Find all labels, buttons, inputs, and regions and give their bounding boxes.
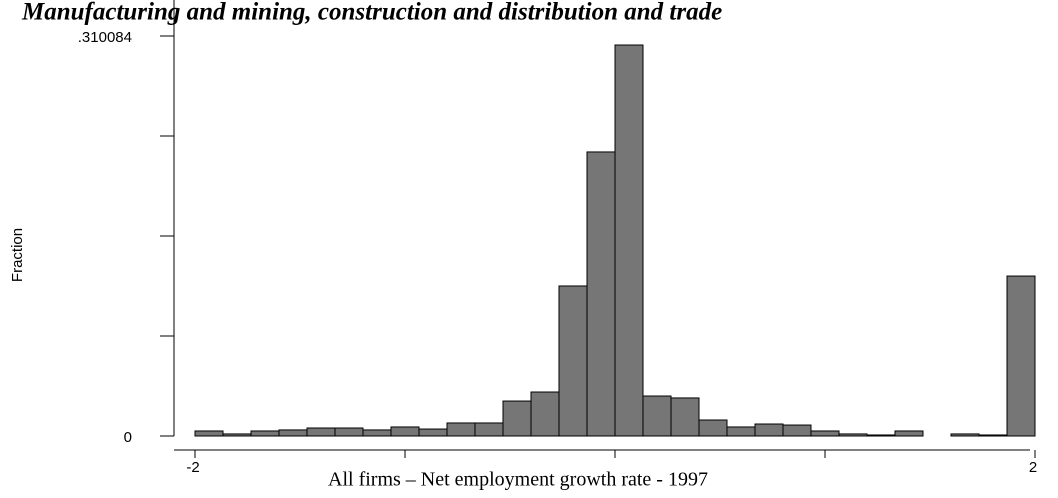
chart-title: Manufacturing and mining, construction a… (21, 0, 722, 26)
bar (894, 430, 924, 437)
bar (250, 430, 280, 437)
bar (754, 423, 784, 437)
bar (474, 422, 504, 437)
bar (614, 44, 644, 437)
bar (838, 433, 868, 437)
y-tick-label: 0 (124, 429, 132, 446)
bar (978, 434, 1008, 437)
bar (390, 426, 420, 437)
x-tick-label: -2 (186, 459, 199, 476)
bar (446, 422, 476, 437)
bar (810, 430, 840, 437)
bar (362, 429, 392, 437)
bar (642, 395, 672, 437)
bar (698, 419, 728, 437)
y-axis-label: Fraction (9, 228, 26, 282)
bar (418, 428, 448, 437)
bar (670, 397, 700, 437)
bar (950, 433, 980, 437)
x-tick-label: 2 (1029, 459, 1037, 476)
bar (502, 400, 532, 437)
bar (726, 426, 756, 437)
bar (1006, 275, 1036, 437)
bar (194, 430, 224, 437)
bar (866, 434, 896, 437)
bar (586, 151, 616, 437)
bar (222, 433, 252, 437)
bar (530, 391, 560, 437)
bar (278, 429, 308, 437)
bar (306, 427, 336, 437)
bar (334, 427, 364, 437)
x-axis-label: All firms – Net employment growth rate -… (328, 469, 708, 491)
bar (782, 424, 812, 437)
y-tick-label: .310084 (78, 29, 132, 46)
bar (558, 285, 588, 437)
